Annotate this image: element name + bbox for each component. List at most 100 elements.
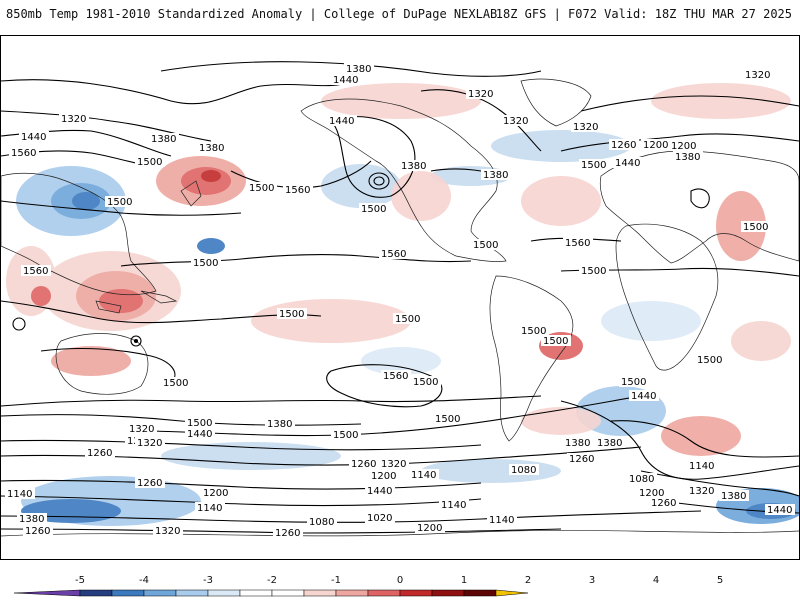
- contour-label: 1380: [267, 419, 292, 430]
- contour-label: 1080: [511, 465, 536, 476]
- contour-label: 1500: [249, 183, 274, 194]
- contour-label: 1380: [346, 64, 371, 75]
- contour-label: 1500: [137, 157, 162, 168]
- contour-label: 1140: [7, 489, 32, 500]
- contour-label: 1080: [309, 517, 334, 528]
- contour-label: 1320: [129, 424, 154, 435]
- contour-label: 1380: [401, 161, 426, 172]
- contour-label: 1320: [381, 459, 406, 470]
- coastlines: [1, 78, 799, 537]
- colorbar-segment: [367, 589, 401, 597]
- colorbar-tick-label: -5: [75, 575, 85, 586]
- contour-label: 1500: [279, 309, 304, 320]
- contour-label: 1380: [675, 152, 700, 163]
- contour-label: 1320: [61, 114, 86, 125]
- colorbar-tick-label: -1: [331, 575, 341, 586]
- colorbar-segment: [431, 589, 465, 597]
- contour-label: 1560: [381, 249, 406, 260]
- contour-label: 1380: [721, 491, 746, 502]
- contour-label: 1260: [569, 454, 594, 465]
- colorbar-tick-label: 4: [653, 575, 659, 586]
- contour-label: 1440: [367, 486, 392, 497]
- map-panel: 1380 1440 1320 1320 1440 1380 1440 1560 …: [0, 35, 800, 560]
- colorbar-tick-labels: -5 -4 -3 -2 -1 0 1 2 3 4 5: [75, 575, 723, 586]
- anomaly-map: 1380 1440 1320 1320 1440 1380 1440 1560 …: [1, 36, 799, 559]
- contour-label: 1200: [639, 488, 664, 499]
- contour-label: 1380: [597, 438, 622, 449]
- contour-label: 1440: [631, 391, 656, 402]
- contour-label: 1500: [435, 414, 460, 425]
- contour-label: 1200: [671, 141, 696, 152]
- contour-label: 1260: [87, 448, 112, 459]
- colorbar-segment: [335, 589, 369, 597]
- colorbar-segment: [271, 589, 305, 597]
- contour-label: 1320: [689, 486, 714, 497]
- contour-label: 1320: [503, 116, 528, 127]
- colorbar-segment: [239, 589, 273, 597]
- contour-label: 1500: [581, 160, 606, 171]
- colorbar-tick-label: -3: [203, 575, 213, 586]
- contour-label: 1440: [21, 132, 46, 143]
- contour-label: 1260: [275, 528, 300, 539]
- height-contours: [1, 61, 799, 534]
- contour-label: 1500: [621, 377, 646, 388]
- model-run-info: 18Z GFS | F072 Valid: 18Z THU MAR 27 202…: [495, 7, 792, 21]
- contour-label: 1320: [468, 89, 493, 100]
- contour-label: 1560: [285, 185, 310, 196]
- contour-label: 1500: [543, 336, 568, 347]
- contour-label: 1500: [193, 258, 218, 269]
- colorbar-tick-label: -2: [267, 575, 277, 586]
- contour-label: 1020: [367, 513, 392, 524]
- contour-label: 1500: [473, 240, 498, 251]
- contour-label: 1320: [745, 70, 770, 81]
- contour-label: 1200: [417, 523, 442, 534]
- contour-label: 1260: [651, 498, 676, 509]
- contour-label: 1500: [107, 197, 132, 208]
- contour-label: 1380: [199, 143, 224, 154]
- contour-label: 1500: [521, 326, 546, 337]
- colorbar-tick-label: 0: [397, 575, 403, 586]
- contour-label: 1500: [333, 430, 358, 441]
- contour-label: 1560: [11, 148, 36, 159]
- contour-label: 1140: [689, 461, 714, 472]
- colorbar-segment: [303, 589, 337, 597]
- colorbar-tick-label: 1: [461, 575, 467, 586]
- contour-label: 1320: [573, 122, 598, 133]
- contour-label: 1500: [413, 377, 438, 388]
- contour-label: 1380: [19, 514, 44, 525]
- contour-label: 1260: [611, 140, 636, 151]
- color-legend: -5 -4 -3 -2 -1 0 1 2 3 4 5: [0, 568, 800, 600]
- colorbar-tick-label: 5: [717, 575, 723, 586]
- colorbar-segment: [13, 589, 81, 597]
- colorbar-tick-label: 3: [589, 575, 595, 586]
- colorbar-segment: [495, 589, 529, 597]
- contour-label: 1440: [767, 505, 792, 516]
- contour-label: 1260: [25, 526, 50, 537]
- contour-label: 1080: [629, 474, 654, 485]
- contour-label: 1440: [329, 116, 354, 127]
- map-title: 850mb Temp 1981-2010 Standardized Anomal…: [6, 7, 498, 21]
- contour-labels: 1380 1440 1320 1320 1440 1380 1440 1560 …: [5, 63, 795, 539]
- contour-label: 1380: [151, 134, 176, 145]
- colorbar-tick-label: 2: [525, 575, 531, 586]
- contour-label: 1560: [23, 266, 48, 277]
- contour-label: 1440: [187, 429, 212, 440]
- contour-label: 1500: [697, 355, 722, 366]
- header: 850mb Temp 1981-2010 Standardized Anomal…: [0, 0, 800, 30]
- contour-label: 1560: [565, 238, 590, 249]
- contour-label: 1500: [187, 418, 212, 429]
- contour-label: 1380: [483, 170, 508, 181]
- contour-label: 1320: [137, 438, 162, 449]
- contour-label: 1140: [197, 503, 222, 514]
- contour-label: 1320: [155, 526, 180, 537]
- contour-label: 1260: [137, 478, 162, 489]
- colorbar-segment: [463, 589, 497, 597]
- colorbar-segments: [13, 589, 529, 597]
- colorbar-segment: [111, 589, 145, 597]
- contour-label: 1440: [615, 158, 640, 169]
- colorbar-svg: -5 -4 -3 -2 -1 0 1 2 3 4 5: [13, 575, 723, 597]
- colorbar-segment: [207, 589, 241, 597]
- colorbar-segment: [175, 589, 209, 597]
- contour-label: 1200: [371, 471, 396, 482]
- contour-label: 1140: [441, 500, 466, 511]
